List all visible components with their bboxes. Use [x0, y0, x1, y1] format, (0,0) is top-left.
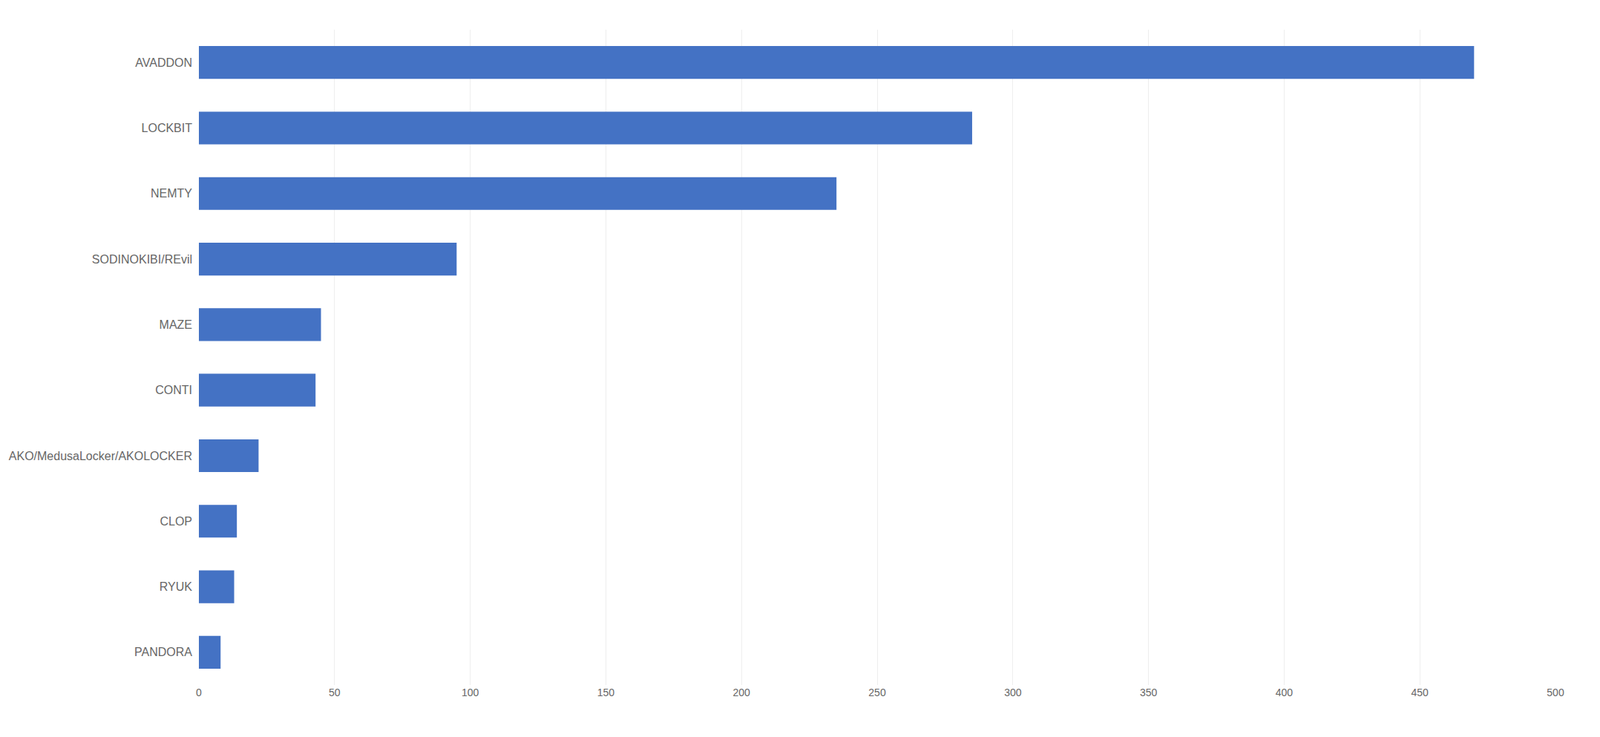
svg-text:CONTI: CONTI	[155, 383, 193, 397]
svg-text:AVADDON: AVADDON	[135, 56, 193, 70]
svg-text:CLOP: CLOP	[159, 515, 193, 528]
svg-text:LOCKBIT: LOCKBIT	[141, 121, 193, 135]
svg-text:NEMTY: NEMTY	[150, 187, 193, 200]
svg-text:PANDORA: PANDORA	[134, 645, 193, 659]
svg-text:200: 200	[733, 686, 752, 699]
svg-text:100: 100	[461, 686, 480, 699]
svg-text:AKO/MedusaLocker/AKOLOCKER: AKO/MedusaLocker/AKOLOCKER	[8, 449, 193, 463]
svg-text:450: 450	[1411, 686, 1430, 699]
svg-text:300: 300	[1004, 686, 1022, 699]
svg-text:500: 500	[1546, 686, 1565, 699]
svg-text:400: 400	[1275, 686, 1294, 699]
svg-text:RYUK: RYUK	[159, 580, 193, 593]
svg-text:50: 50	[328, 686, 341, 699]
svg-text:350: 350	[1139, 686, 1158, 699]
svg-text:MAZE: MAZE	[159, 318, 193, 331]
svg-text:0: 0	[195, 686, 202, 699]
svg-text:SODINOKIBI/REvil: SODINOKIBI/REvil	[92, 253, 193, 266]
svg-text:150: 150	[597, 686, 616, 699]
svg-text:250: 250	[868, 686, 887, 699]
